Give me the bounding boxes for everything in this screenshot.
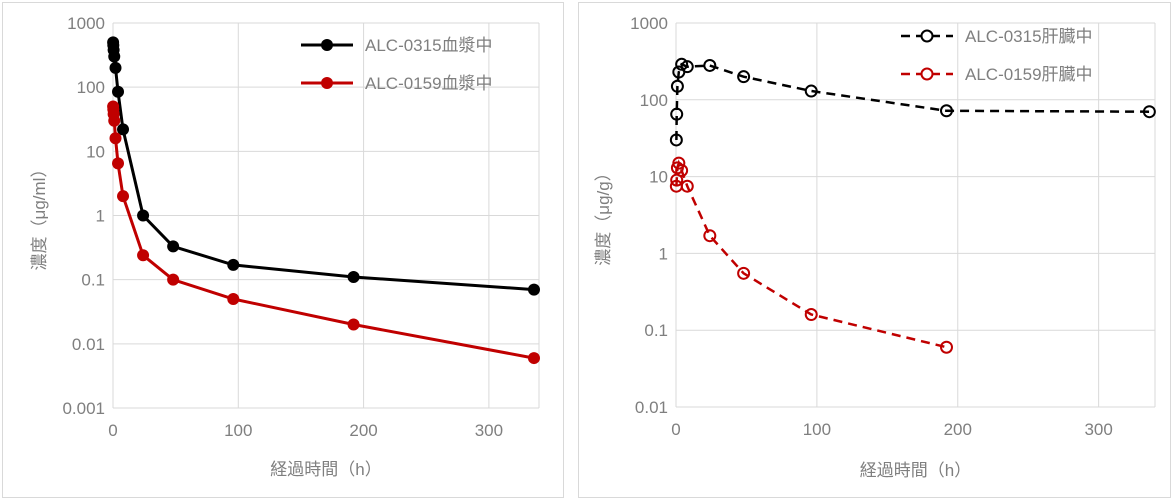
data-point	[108, 114, 121, 127]
x-tick-label: 100	[224, 421, 252, 440]
legend-label: ALC-0315血漿中	[365, 36, 493, 55]
y-tick-label: 1	[96, 207, 105, 226]
data-point	[670, 79, 684, 93]
data-point	[109, 132, 122, 145]
y-tick-label: 10	[86, 142, 105, 161]
data-point	[737, 70, 751, 84]
data-point	[527, 352, 540, 365]
y-tick-label: 10	[649, 168, 668, 187]
data-point	[167, 240, 180, 253]
data-point	[527, 283, 540, 296]
data-point	[804, 84, 818, 98]
data-point	[680, 60, 694, 74]
data-point	[227, 258, 240, 271]
data-point	[675, 164, 689, 178]
plasma-chart-svg: 0.001 0.01 0.1 1 10 100 1000 0 100 200 300 経過時間（h） 濃…	[30, 14, 540, 479]
x-tick-label: 300	[475, 421, 503, 440]
legend-marker	[920, 29, 934, 43]
data-point	[137, 249, 150, 262]
series-2	[107, 100, 540, 365]
legend-entry: ALC-0315肝臓中	[901, 27, 1093, 46]
x-tick-label: 200	[349, 421, 377, 440]
series-1	[107, 36, 540, 296]
liver-concentration-chart: 0.01 0.1 1 10 100 1000 0 100 200 300 経過時間（h） 濃度（μg/…	[578, 2, 1171, 498]
y-axis-title: 濃度（μg/g）	[594, 164, 613, 265]
x-tick-label: 0	[108, 421, 117, 440]
data-point	[117, 190, 130, 203]
data-point	[117, 123, 130, 136]
y-tick-label: 1000	[630, 14, 668, 33]
data-point	[804, 308, 818, 322]
data-point	[680, 179, 694, 193]
y-tick-label: 0.1	[644, 321, 668, 340]
x-tick-label: 300	[1084, 420, 1112, 439]
series-line	[111, 106, 535, 360]
series-2	[669, 156, 953, 354]
y-tick-label: 100	[77, 78, 105, 97]
y-tick-label: 100	[640, 91, 668, 110]
legend-marker	[321, 77, 333, 89]
legend-marker	[920, 67, 934, 81]
data-point	[703, 229, 717, 243]
data-point	[939, 104, 953, 118]
legend-entry: ALC-0159血漿中	[301, 74, 493, 93]
legend-entry: ALC-0159肝臓中	[901, 65, 1093, 84]
data-point	[112, 157, 125, 170]
gridlines	[675, 22, 1156, 408]
y-tick-label: 0.01	[635, 398, 668, 417]
data-point	[670, 107, 684, 121]
data-point	[227, 292, 240, 305]
data-point	[672, 156, 686, 170]
y-tick-label: 0.001	[62, 399, 105, 418]
data-point	[137, 209, 150, 222]
data-point	[108, 50, 121, 63]
data-point	[1142, 105, 1156, 119]
series-1	[669, 57, 1156, 147]
y-tick-label: 1	[659, 244, 668, 263]
legend-label: ALC-0159肝臓中	[965, 65, 1093, 84]
y-tick-label: 1000	[67, 14, 105, 33]
data-point	[669, 133, 683, 147]
x-tick-label: 0	[671, 420, 680, 439]
data-point	[347, 318, 360, 331]
data-point	[939, 340, 953, 354]
x-tick-label: 200	[944, 420, 972, 439]
y-tick-label: 0.1	[81, 271, 105, 290]
legend-entry: ALC-0315血漿中	[301, 36, 493, 55]
data-point	[109, 61, 122, 74]
y-tick-label: 0.01	[72, 335, 105, 354]
legend-label: ALC-0315肝臓中	[965, 27, 1093, 46]
legend-label: ALC-0159血漿中	[365, 74, 493, 93]
data-point	[167, 273, 180, 286]
x-axis-title: 経過時間（h）	[860, 461, 971, 480]
x-axis-title: 経過時間（h）	[270, 460, 381, 479]
data-point	[737, 266, 751, 280]
y-axis-title: 濃度（μg/ml）	[30, 161, 49, 271]
legend-marker	[321, 39, 333, 51]
liver-chart-svg: 0.01 0.1 1 10 100 1000 0 100 200 300 経過時間（h） 濃度（μg/…	[594, 14, 1156, 480]
data-point	[347, 271, 360, 284]
data-point	[112, 85, 125, 98]
plasma-concentration-chart: 0.001 0.01 0.1 1 10 100 1000 0 100 200 300 経過時間（h） 濃…	[2, 2, 564, 498]
x-tick-label: 100	[803, 420, 831, 439]
data-point	[703, 58, 717, 72]
